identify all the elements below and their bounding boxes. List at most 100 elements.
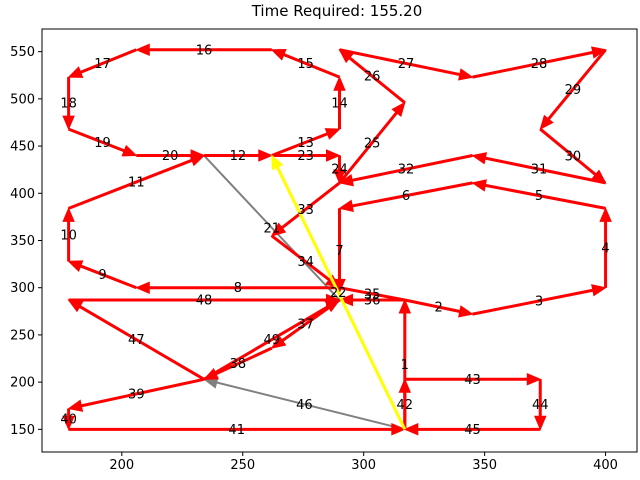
edge-label: 3 (535, 294, 543, 309)
edge-38-line (213, 346, 273, 377)
edge-44-arrowhead (534, 415, 547, 431)
edge-label: 16 (196, 43, 213, 58)
edge-label: 12 (230, 149, 247, 164)
x-tick-label: 300 (351, 458, 376, 473)
edge-label: 20 (162, 149, 179, 164)
x-axis: 200 250 300 350 400 (109, 452, 618, 473)
edge-10-arrowhead (62, 207, 75, 222)
edge-26-line (347, 55, 406, 104)
edge-33-line (279, 181, 341, 231)
edge-2-line (404, 298, 463, 314)
edge-12-arrowhead (258, 149, 274, 162)
edge-label: 27 (398, 57, 415, 72)
edge-5-arrowhead (471, 179, 487, 192)
x-tick-label: 350 (472, 458, 497, 473)
edge-23-arrowhead (326, 149, 341, 162)
edge-17-line (78, 48, 137, 75)
edge-label: 2 (435, 301, 443, 316)
edge-label: 40 (60, 412, 77, 427)
edge-32-line (350, 154, 473, 183)
edge-35-line (339, 286, 406, 302)
edge-22-line (275, 164, 407, 430)
edge-label: 44 (532, 398, 549, 413)
edge-label: 36 (364, 293, 381, 308)
edge-30-line (539, 127, 598, 178)
edge-31-arrowhead (471, 152, 488, 165)
edge-label: 9 (98, 268, 106, 283)
edge-label: 25 (364, 136, 381, 151)
edge-label: 18 (60, 97, 77, 112)
edge-43-arrowhead (526, 373, 542, 386)
edge-label: 23 (297, 149, 314, 164)
edge-2-arrowhead (458, 305, 474, 318)
edge-label: 17 (94, 57, 111, 72)
edge-9-arrowhead (67, 260, 84, 272)
edge-label: 49 (264, 333, 281, 348)
edge-label: 19 (94, 136, 111, 151)
edge-11-line (68, 158, 195, 210)
edge-label: 24 (331, 163, 348, 178)
edge-46-line (214, 380, 406, 431)
edge-3-line (472, 288, 596, 316)
edge-label: 34 (297, 255, 314, 270)
edge-9-line (78, 263, 137, 290)
edge-36-arrowhead (338, 293, 353, 307)
edge-layer (62, 43, 612, 436)
y-tick-label: 250 (10, 328, 35, 343)
edge-label: 46 (296, 398, 313, 413)
edge-3-arrowhead (591, 284, 607, 297)
y-tick-label: 450 (10, 140, 35, 155)
y-axis: 150 200 250 300 350 400 450 500 550 (10, 45, 42, 438)
edge-25-line (338, 110, 399, 184)
edge-13-arrowhead (324, 128, 341, 140)
edge-22-arrowhead (271, 154, 284, 171)
edge-label: 38 (230, 357, 247, 372)
edge-29-arrowhead (539, 114, 554, 131)
x-tick-label: 250 (230, 458, 255, 473)
edge-4-arrowhead (599, 207, 612, 222)
edge-label: 13 (297, 136, 314, 151)
edge-label: 21 (264, 221, 281, 236)
edge-47-line (77, 304, 205, 381)
edge-27-arrowhead (458, 68, 474, 81)
y-tick-label: 200 (10, 376, 35, 391)
edge-16-arrowhead (135, 43, 150, 57)
edge-13-line (271, 131, 330, 157)
edge-label: 11 (128, 175, 145, 190)
edge-1-arrowhead (398, 298, 412, 314)
x-tick-label: 400 (593, 458, 618, 473)
edge-19-line (68, 127, 127, 153)
edge-28-arrowhead (591, 46, 607, 59)
edge-label: 8 (234, 281, 242, 296)
edge-label: 42 (397, 398, 414, 413)
edge-label: 39 (128, 387, 145, 402)
edge-28-line (472, 50, 596, 79)
edge-label-layer: 12 34567891011121314151617181920212223242… (60, 43, 609, 438)
edge-15-line (281, 52, 341, 79)
edge-6-arrowhead (338, 199, 354, 213)
edge-27-line (339, 48, 463, 77)
edge-34-line (270, 234, 332, 283)
y-tick-label: 350 (10, 234, 35, 249)
edge-31-line (483, 156, 606, 185)
edge-label: 48 (196, 293, 213, 308)
edge-19-arrowhead (121, 144, 138, 157)
edge-5-line (483, 183, 606, 210)
edge-label: 43 (464, 373, 481, 388)
edge-41-arrowhead (391, 423, 407, 436)
edge-label: 37 (297, 318, 314, 333)
edge-49-line (203, 304, 331, 381)
edge-label: 33 (297, 203, 314, 218)
edge-label: 41 (228, 423, 245, 438)
edge-29-line (546, 48, 607, 122)
edge-6-line (350, 181, 473, 208)
edge-20-arrowhead (190, 149, 206, 162)
edge-14-arrowhead (333, 75, 346, 91)
edge-18-arrowhead (62, 115, 75, 131)
edge-45-arrowhead (403, 423, 419, 436)
edge-24-arrowhead (333, 169, 346, 185)
edge-37-arrowhead (270, 335, 287, 349)
edge-47-arrowhead (67, 299, 84, 313)
edge-label: 30 (565, 149, 582, 164)
